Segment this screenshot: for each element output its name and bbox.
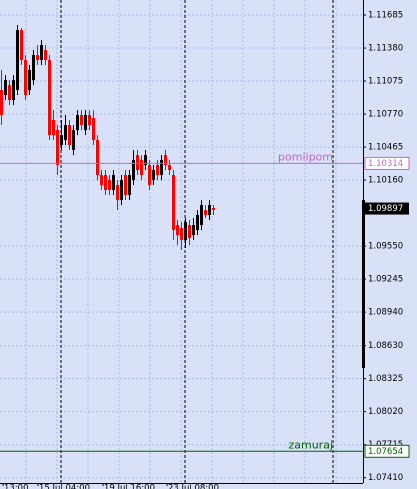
y-tick-label: 1.08940 xyxy=(368,308,403,318)
candle-body xyxy=(112,174,115,191)
candle-body xyxy=(16,30,19,91)
y-tick-label: 1.10160 xyxy=(368,176,403,186)
candle-body xyxy=(56,130,59,166)
y-tick-label: 1.10770 xyxy=(368,110,403,120)
candle-body xyxy=(32,55,35,81)
y-tick-label: 1.09550 xyxy=(368,242,403,252)
candle-body xyxy=(28,70,31,91)
candle-body xyxy=(88,115,91,125)
y-tick-label: 1.08325 xyxy=(368,374,403,384)
candle-body xyxy=(100,174,103,186)
candle-body xyxy=(212,208,215,211)
candle-body xyxy=(208,205,211,216)
candle-body xyxy=(156,165,159,175)
candle-body xyxy=(148,165,151,186)
candle-body xyxy=(72,130,75,150)
candle-body xyxy=(24,60,27,96)
x-tick-label: 15 Jul 04:00 xyxy=(39,484,90,489)
candle-body xyxy=(108,180,111,191)
candle-body xyxy=(0,90,3,116)
candle-body xyxy=(80,115,83,125)
candle-body xyxy=(204,210,207,216)
candle-body xyxy=(172,174,175,231)
y-tick-label: 1.08630 xyxy=(368,341,403,351)
candle-body xyxy=(96,140,99,175)
candle-body xyxy=(40,45,43,61)
candle-body xyxy=(48,60,51,136)
candle-body xyxy=(8,85,11,100)
candle-body xyxy=(76,115,79,131)
candle-body xyxy=(140,160,143,175)
candle-body xyxy=(184,222,187,241)
candle-body xyxy=(200,205,203,225)
y-tick-label: 1.07410 xyxy=(368,473,403,483)
candle-body xyxy=(144,155,147,166)
candle-body xyxy=(64,124,67,141)
candle-body xyxy=(60,135,63,146)
candle-body xyxy=(152,170,155,181)
candle-body xyxy=(68,124,71,146)
y-tick-label: 1.11685 xyxy=(368,11,403,21)
candle-body xyxy=(116,185,119,200)
candle-body xyxy=(160,160,163,175)
line-name: pomiipom xyxy=(278,150,333,163)
y-tick-label: 1.11075 xyxy=(368,77,403,87)
candle-body xyxy=(176,224,179,236)
y-tick-label: 1.09245 xyxy=(368,275,403,285)
candle-body xyxy=(12,80,15,100)
x-tick-label: 19 Jul 16:00 xyxy=(104,484,155,489)
scroll-bar xyxy=(362,200,365,368)
price-box xyxy=(364,156,410,170)
bid-label: 1.09897 xyxy=(368,204,403,214)
candle-body xyxy=(196,215,199,231)
x-tick-label: 23 Jul 08:00 xyxy=(168,484,219,489)
candle-body xyxy=(192,224,195,236)
price-box-label: 1.10314 xyxy=(368,159,403,169)
price-box xyxy=(364,444,410,458)
bid-box xyxy=(365,202,409,215)
candle-body xyxy=(84,115,87,131)
candle-body xyxy=(164,155,167,166)
candle-body xyxy=(52,120,55,136)
candle-body xyxy=(92,118,95,141)
candle-body xyxy=(136,155,139,171)
candle-body xyxy=(36,55,39,61)
candle-body xyxy=(44,49,47,61)
candle-body xyxy=(128,174,131,196)
y-tick-label: 1.08020 xyxy=(368,407,403,417)
line-name: zamuraj xyxy=(288,438,333,451)
candle-body xyxy=(120,180,123,200)
candle-body xyxy=(168,165,171,171)
y-tick-label: 1.11380 xyxy=(368,44,403,54)
candle-body xyxy=(104,174,107,191)
price-box-label: 1.07654 xyxy=(368,447,403,457)
candle-body xyxy=(4,80,7,96)
candle-body xyxy=(20,30,23,61)
candle-body xyxy=(180,228,183,241)
candle-body xyxy=(188,224,191,239)
candle-body xyxy=(132,160,135,181)
candle-body xyxy=(124,174,127,196)
y-tick-label: 1.10465 xyxy=(368,143,403,153)
x-tick-label: 13:00 xyxy=(4,484,29,489)
